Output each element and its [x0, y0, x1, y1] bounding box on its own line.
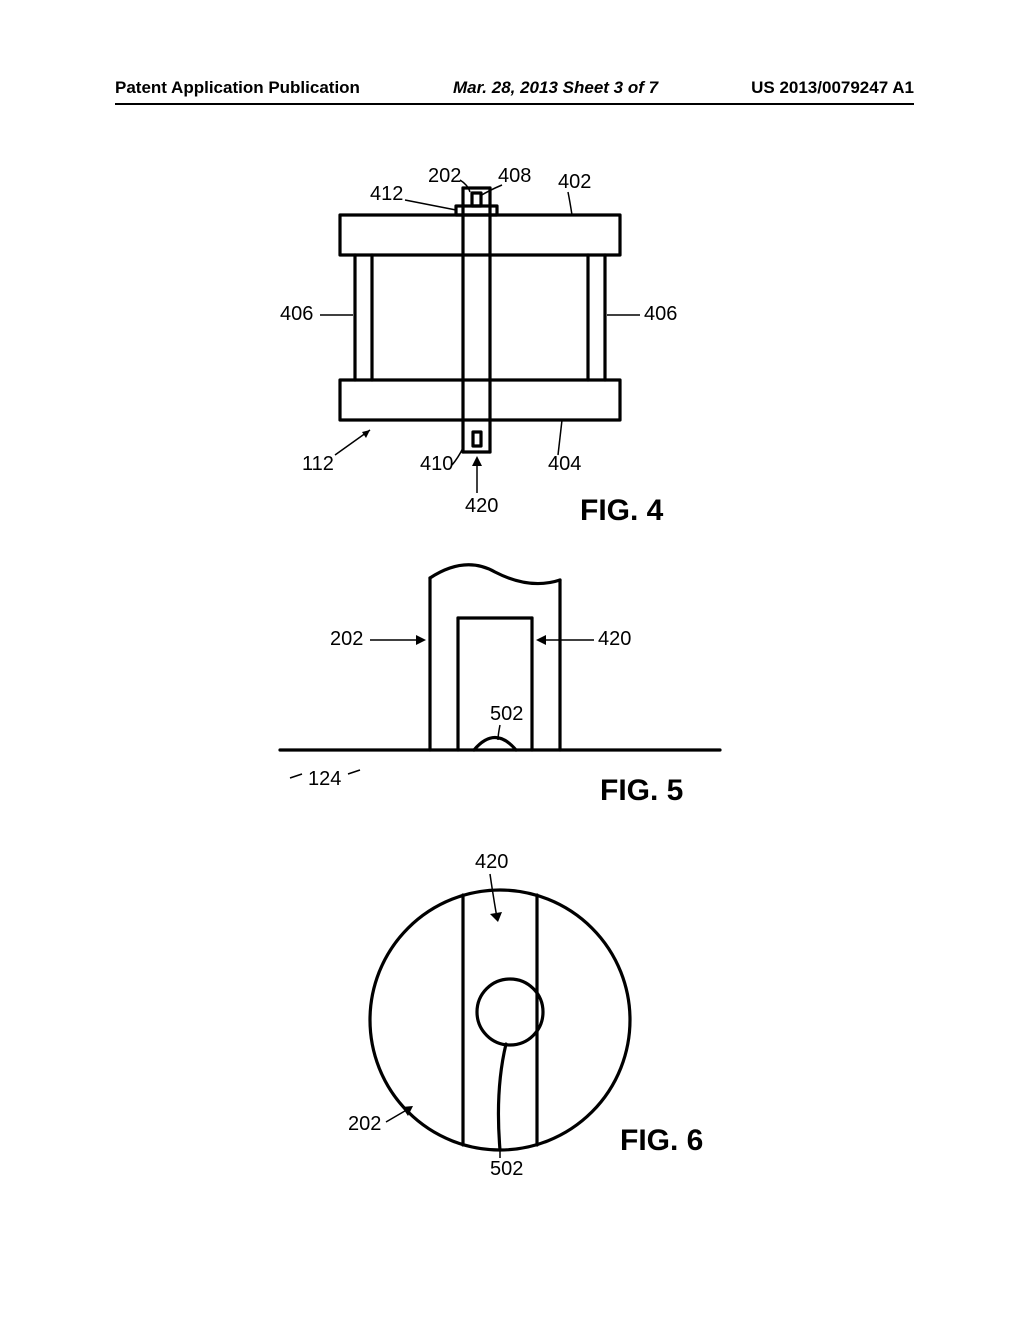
label-502-fig5: 502 [490, 703, 523, 725]
label-124: 124 [308, 768, 341, 790]
figure-4-caption: FIG. 4 [580, 494, 664, 527]
label-404: 404 [548, 453, 581, 475]
label-402: 402 [558, 171, 591, 193]
page-header: Patent Application Publication Mar. 28, … [0, 78, 1024, 105]
date-sheet: Mar. 28, 2013 Sheet 3 of 7 [453, 78, 658, 98]
figure-5-caption: FIG. 5 [600, 774, 683, 807]
label-420-fig6: 420 [475, 851, 508, 873]
label-502-fig6: 502 [490, 1158, 523, 1180]
figure-5: 202 420 502 124 FIG. 5 [240, 540, 800, 820]
label-202-fig4: 202 [428, 165, 461, 187]
label-412: 412 [370, 183, 403, 205]
label-406-left: 406 [280, 303, 313, 325]
label-410: 410 [420, 453, 453, 475]
label-202-fig5: 202 [330, 628, 363, 650]
figure-4: 412 202 408 402 406 406 112 410 404 420 … [280, 170, 760, 530]
label-406-right: 406 [644, 303, 677, 325]
label-202-fig6: 202 [348, 1113, 381, 1135]
page: Patent Application Publication Mar. 28, … [0, 0, 1024, 1320]
publication-number: US 2013/0079247 A1 [751, 78, 914, 98]
label-420-fig5: 420 [598, 628, 631, 650]
label-420-fig4: 420 [465, 495, 498, 517]
label-408: 408 [498, 165, 531, 187]
publication-type: Patent Application Publication [115, 78, 360, 98]
label-112: 112 [302, 453, 334, 475]
header-rule [115, 103, 914, 105]
figure-6-caption: FIG. 6 [620, 1124, 703, 1157]
figure-6: 420 202 502 FIG. 6 [300, 850, 800, 1180]
